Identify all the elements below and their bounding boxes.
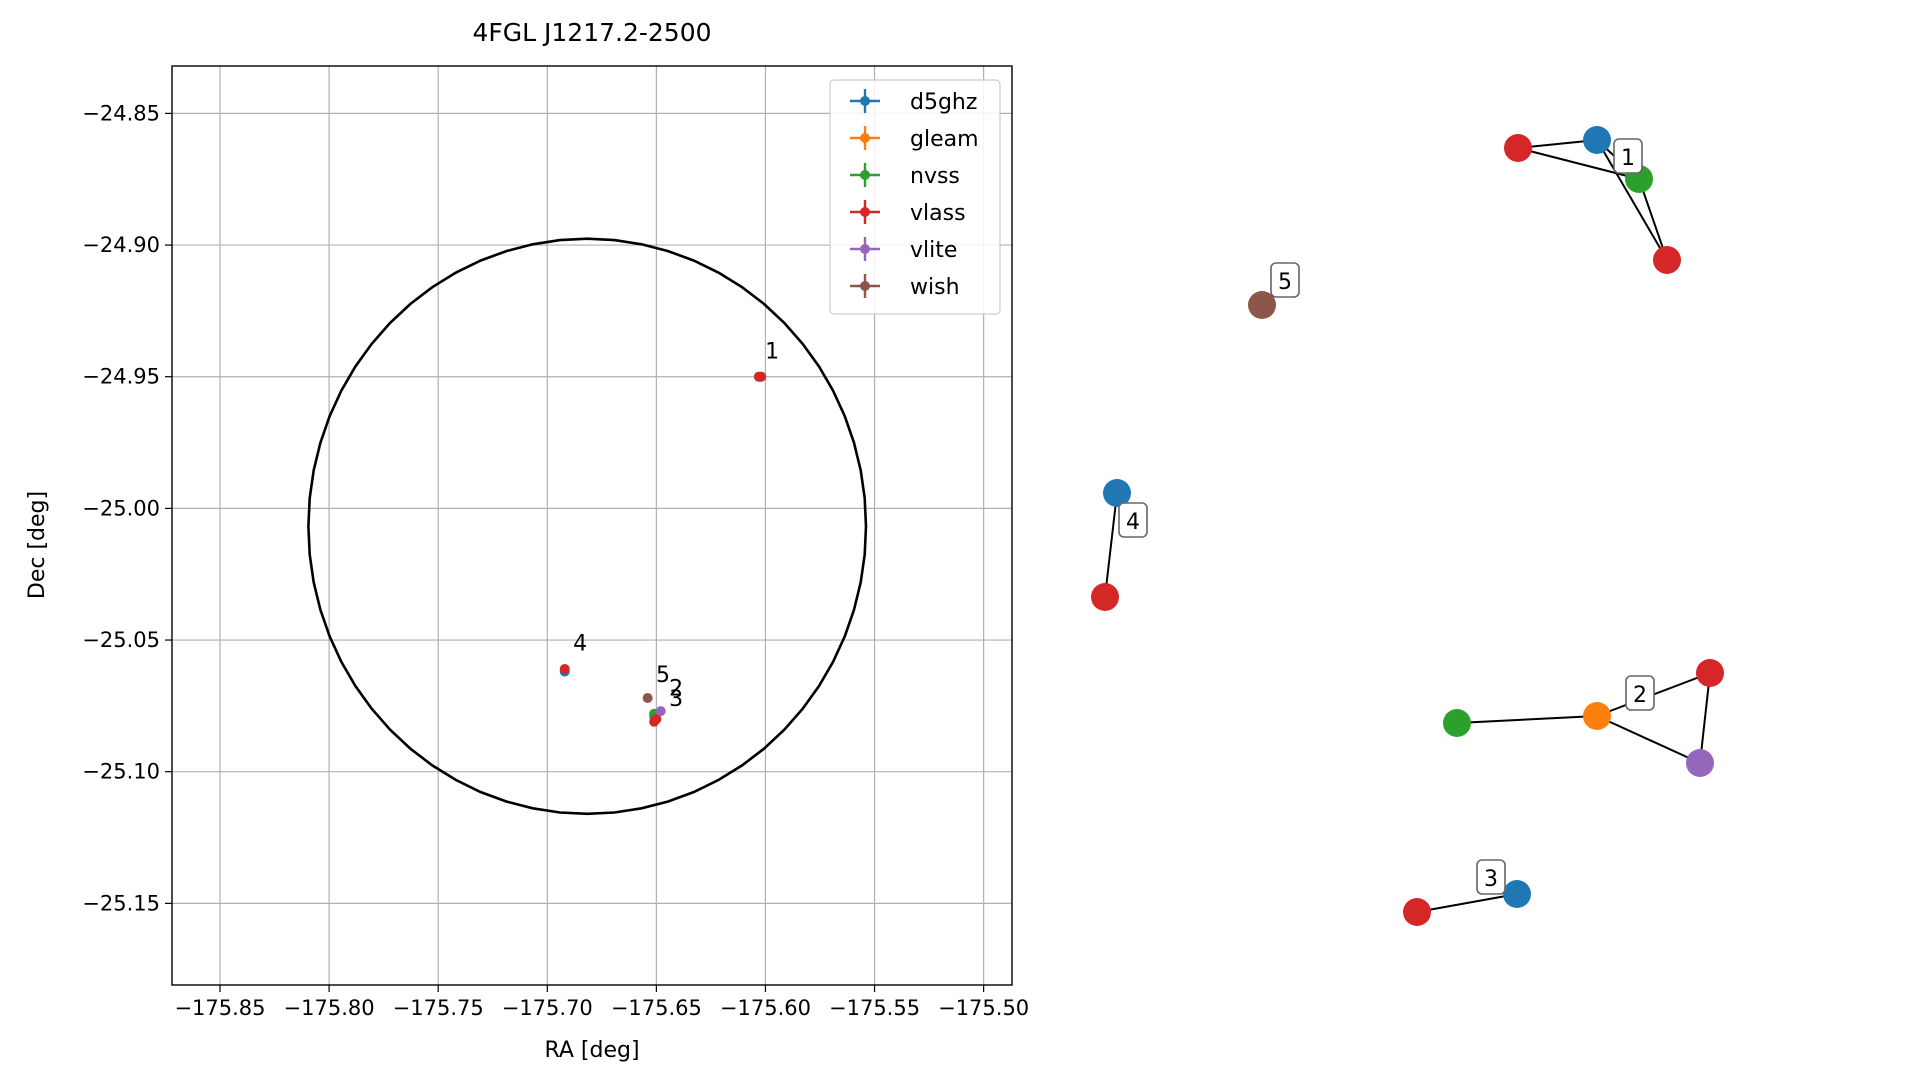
network-group-label: 4 <box>1118 502 1148 538</box>
network-node-vlass <box>1091 583 1119 611</box>
legend-label: wish <box>910 275 960 300</box>
network-label-text: 2 <box>1633 683 1647 708</box>
network-edges <box>1104 139 1711 913</box>
x-tick-label: −175.85 <box>174 996 265 1020</box>
legend-label: d5ghz <box>910 90 977 115</box>
network-group-label: 3 <box>1476 859 1506 895</box>
x-tick-label: −175.60 <box>720 996 811 1020</box>
legend-marker-dot <box>860 281 870 291</box>
legend-entry-wish: wish <box>850 274 960 300</box>
y-axis-label: Dec [deg] <box>25 491 50 599</box>
network-label-text: 5 <box>1278 270 1292 295</box>
point-vlite <box>655 706 666 717</box>
data-points <box>559 371 767 727</box>
legend-entry-vlite: vlite <box>850 237 957 263</box>
legend-label: gleam <box>910 127 979 152</box>
grid-lines <box>172 66 1012 985</box>
chart-title: 4FGL J1217.2-2500 <box>472 18 711 47</box>
confidence-circle <box>307 237 868 816</box>
x-tick-label: −175.70 <box>502 996 593 1020</box>
network-label-text: 4 <box>1126 510 1140 535</box>
network-label-box <box>1625 675 1655 711</box>
network-group-label: 5 <box>1270 262 1300 298</box>
network-edge <box>1596 715 1701 764</box>
legend-label: vlite <box>910 238 957 263</box>
network-node-vlass <box>1403 898 1431 926</box>
legend-entry-nvss: nvss <box>850 163 960 189</box>
y-tick-label: −24.95 <box>82 365 160 389</box>
point-annotation: 4 <box>573 632 587 657</box>
network-group-label: 2 <box>1625 675 1655 711</box>
point-annotation: 2 <box>669 676 683 701</box>
network-node-d5ghz <box>1503 880 1531 908</box>
x-tick-label: −175.75 <box>393 996 484 1020</box>
point-annotation: 5 <box>656 663 670 688</box>
legend-marker-dot <box>860 170 870 180</box>
plot-frame <box>171 65 1013 986</box>
legend-label: vlass <box>910 201 966 226</box>
network-edge <box>1699 672 1711 764</box>
network-node-vlite <box>1686 749 1714 777</box>
legend-marker-dot <box>860 133 870 143</box>
y-axis-ticks: −24.85 −24.90 −24.95 −25.00 −25.05 −25.10 −25.… <box>82 101 172 915</box>
legend-marker-dot <box>860 207 870 217</box>
network-node-vlass <box>1653 246 1681 274</box>
confidence-circle-outline <box>307 237 868 816</box>
network-node-d5ghz <box>1583 126 1611 154</box>
network-label-text: 1 <box>1621 146 1635 171</box>
network-label-box <box>1613 138 1643 174</box>
legend-label: nvss <box>910 164 960 189</box>
y-tick-label: −24.85 <box>82 101 160 125</box>
y-tick-label: −25.00 <box>82 496 160 520</box>
x-axis-label: RA [deg] <box>544 1038 639 1063</box>
network-edge <box>1517 147 1640 180</box>
x-tick-label: −175.65 <box>611 996 702 1020</box>
x-tick-label: −175.80 <box>284 996 375 1020</box>
y-tick-label: −25.05 <box>82 628 160 652</box>
network-node-vlass <box>1504 134 1532 162</box>
network-nodes <box>1091 126 1724 926</box>
network-panel: 1 2 3 4 5 <box>1091 126 1724 926</box>
network-group-label: 1 <box>1613 138 1643 174</box>
network-edge <box>1456 715 1598 724</box>
x-tick-label: −175.50 <box>938 996 1029 1020</box>
network-labels: 1 2 3 4 5 <box>1118 138 1655 895</box>
point-annotation: 1 <box>765 339 779 364</box>
point-wish <box>642 692 653 703</box>
point-annotation: 3 <box>669 687 683 712</box>
point-vlass <box>651 714 662 725</box>
y-tick-label: −24.90 <box>82 233 160 257</box>
x-tick-label: −175.55 <box>829 996 920 1020</box>
legend-entry-vlass: vlass <box>850 200 966 226</box>
x-axis-ticks: −175.85 −175.80 −175.75 −175.70 −175.65 −175.… <box>174 985 1029 1020</box>
network-edge <box>1596 139 1668 261</box>
y-tick-label: −25.15 <box>82 891 160 915</box>
network-edge <box>1638 178 1668 261</box>
network-label-box <box>1270 262 1300 298</box>
y-tick-label: −25.10 <box>82 760 160 784</box>
network-label-box <box>1118 502 1148 538</box>
legend: d5ghz gleam nvss vlass vlite wish <box>829 79 1001 315</box>
legend-entry-gleam: gleam <box>850 126 979 152</box>
legend-marker-dot <box>860 96 870 106</box>
network-label-box <box>1476 859 1506 895</box>
network-node-vlass <box>1696 659 1724 687</box>
network-node-d5ghz <box>1103 479 1131 507</box>
network-node-nvss <box>1443 709 1471 737</box>
network-edge <box>1104 492 1118 598</box>
network-node-wish <box>1248 291 1276 319</box>
legend-marker-dot <box>860 244 870 254</box>
network-node-gleam <box>1583 702 1611 730</box>
point-vlass <box>756 371 767 382</box>
point-vlass <box>559 664 570 675</box>
network-edge <box>1416 893 1518 913</box>
network-label-text: 3 <box>1484 867 1498 892</box>
legend-entry-d5ghz: d5ghz <box>850 89 977 115</box>
